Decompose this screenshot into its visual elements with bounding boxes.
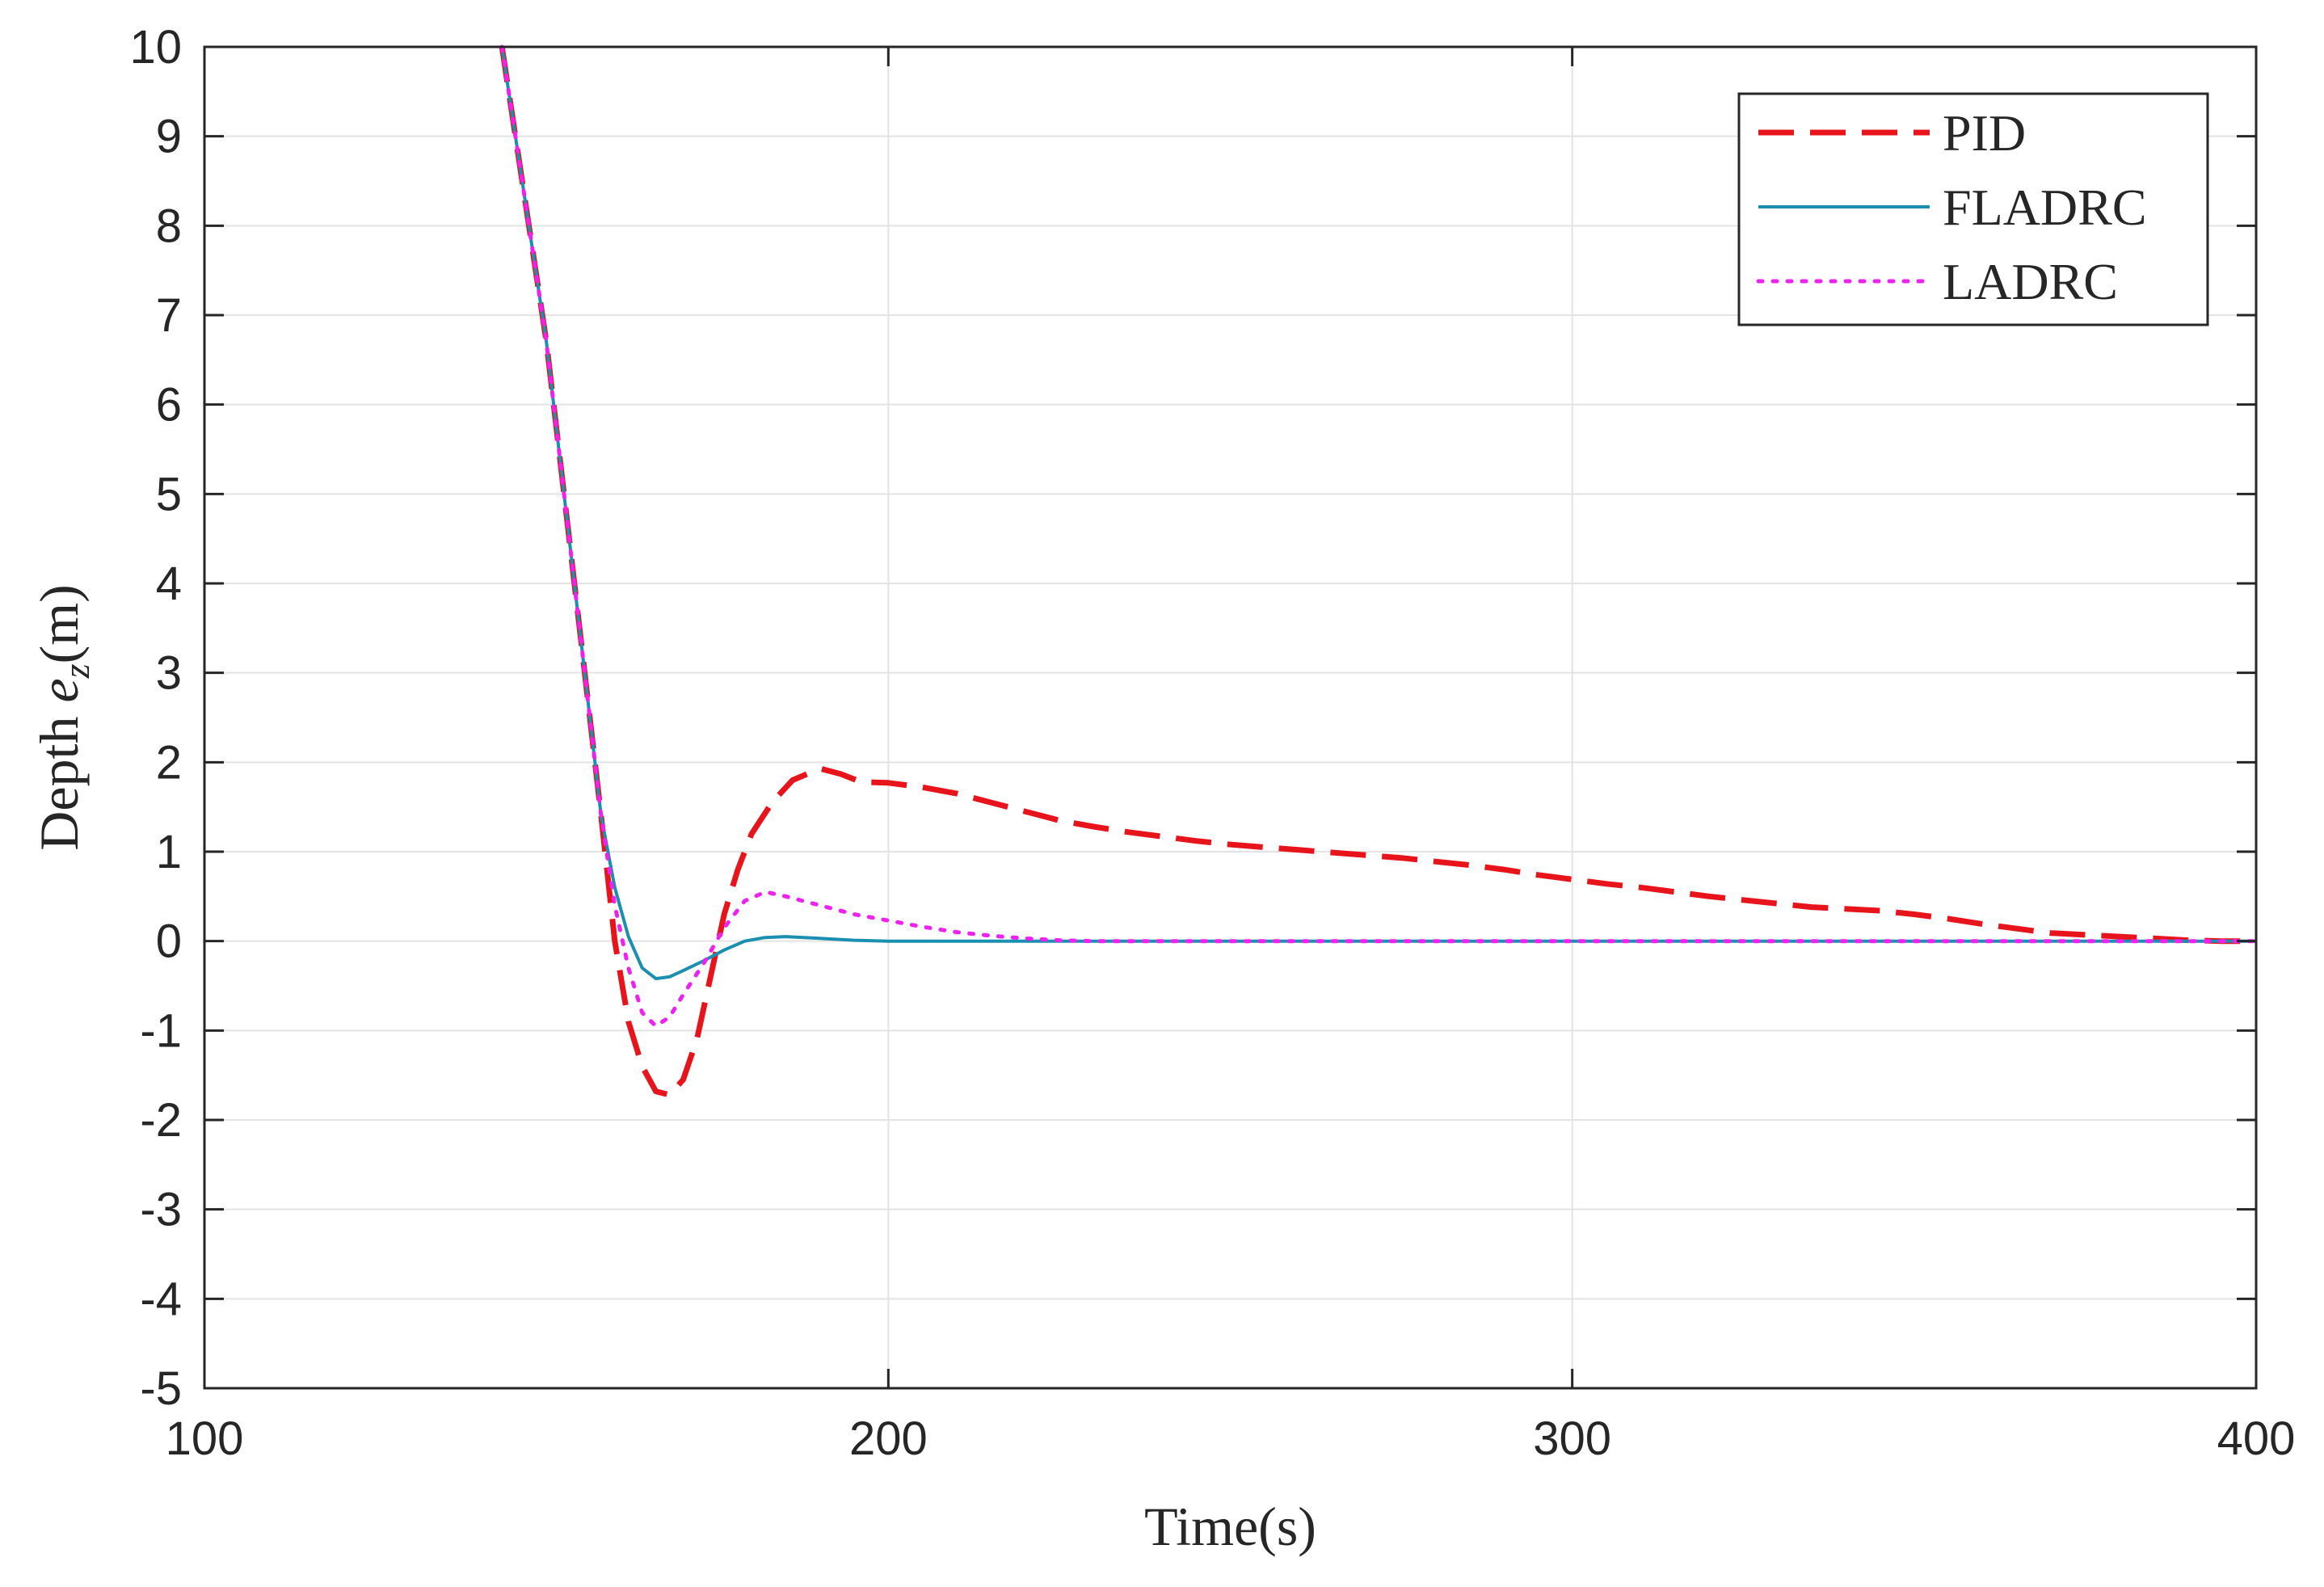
y-tick-label: -2 — [140, 1094, 182, 1147]
x-tick-label: 200 — [849, 1412, 928, 1465]
y-tick-label: 10 — [129, 21, 182, 74]
y-tick-label: 0 — [156, 916, 182, 968]
legend: PID FLADRC LADRC — [1737, 92, 2209, 326]
legend-label-ladrc: LADRC — [1943, 253, 2118, 310]
axis-ticks: 100 200 300 400 -5 -4 -3 -2 -1 0 1 2 3 4 5 6 7 8 9 10 — [129, 21, 2295, 1465]
legend-label-fladrc: FLADRC — [1943, 179, 2147, 236]
y-tick-label: 4 — [156, 558, 182, 610]
y-tick-label: 5 — [156, 468, 182, 520]
y-tick-label: 8 — [156, 200, 182, 252]
y-tick-label: -3 — [140, 1184, 182, 1236]
legend-label-pid: PID — [1943, 104, 2026, 162]
x-axis-label: Time(s) — [1144, 1496, 1316, 1557]
series-layer — [499, 44, 2259, 1098]
x-tick-label: 400 — [2217, 1412, 2296, 1465]
y-tick-label: 3 — [156, 647, 182, 700]
y-tick-label: 7 — [156, 289, 182, 342]
x-tick-label: 300 — [1533, 1412, 1611, 1465]
y-tick-label: -4 — [140, 1273, 182, 1325]
y-tick-label: 9 — [156, 111, 182, 163]
y-axis-label: Depth ez(m) — [28, 584, 97, 850]
y-tick-label: -1 — [140, 1004, 182, 1057]
y-tick-label: 6 — [156, 379, 182, 431]
y-axis-label-prefix: Depth — [28, 703, 90, 851]
x-tick-label: 100 — [166, 1412, 244, 1465]
series-line-pid — [499, 46, 2256, 1098]
plot-frame — [203, 45, 2258, 1390]
y-axis-label-var: e — [28, 678, 90, 702]
y-tick-label: 2 — [156, 736, 182, 789]
y-tick-label: 1 — [156, 826, 182, 878]
series-line-ladrc — [499, 44, 2259, 1029]
y-axis-label-sub: z — [56, 663, 97, 679]
y-axis-label-suffix: (m) — [28, 584, 90, 663]
y-tick-label: -5 — [140, 1362, 182, 1415]
